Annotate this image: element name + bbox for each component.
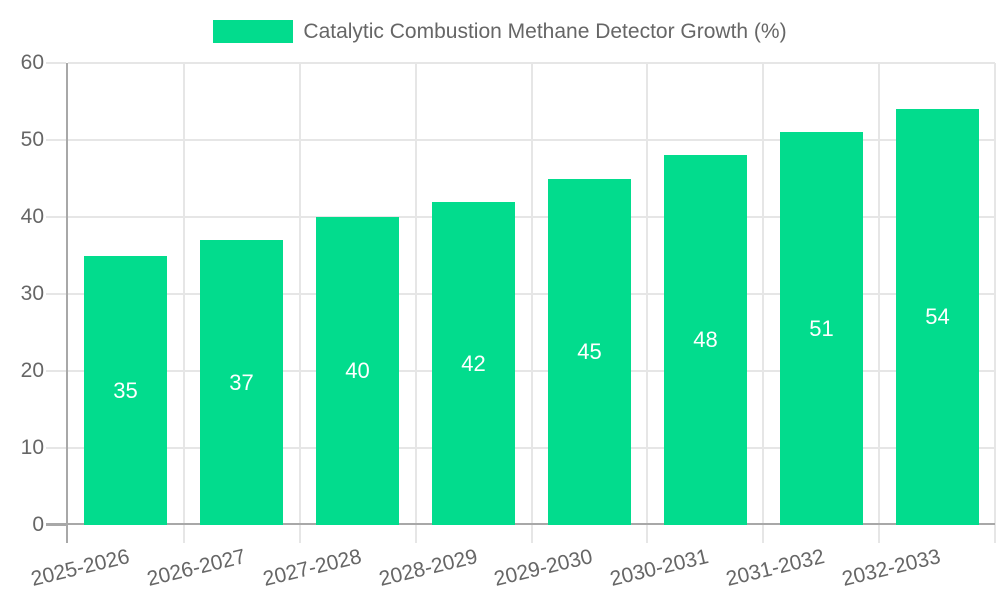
plot-area: 0 10 20 30 40 50 60 35 37 40 42 45 48 51 54 2025-2026 20… [21, 51, 996, 591]
x-gridline [299, 63, 301, 543]
bar-2025-2026[interactable] [84, 256, 167, 525]
x-gridline [994, 63, 996, 543]
y-axis-tick [46, 293, 66, 295]
bar-2031-2032[interactable] [780, 132, 863, 525]
y-axis-tick [46, 62, 66, 64]
legend-item[interactable]: Catalytic Combustion Methane Detector Gr… [0, 20, 1000, 43]
x-axis-line [46, 523, 995, 525]
y-axis-tick [46, 139, 66, 141]
y-tick-label: 0 [32, 513, 44, 536]
y-tick-label: 40 [20, 205, 44, 228]
x-gridline [415, 63, 417, 543]
x-tick-label: 2027-2028 [260, 545, 364, 591]
y-tick-label: 30 [20, 282, 44, 305]
x-tick-label: 2031-2032 [723, 545, 827, 591]
x-tick-label: 2032-2033 [839, 545, 943, 591]
bar-2032-2033[interactable] [896, 109, 979, 525]
bar-2030-2031[interactable] [664, 155, 747, 525]
bar-2028-2029[interactable] [432, 202, 515, 525]
y-axis-tick [46, 447, 66, 449]
x-gridline [183, 63, 185, 543]
y-axis-tick [46, 370, 66, 372]
x-tick-label: 2029-2030 [491, 545, 595, 591]
y-axis-tick [46, 524, 66, 526]
x-tick-label: 2025-2026 [28, 545, 132, 591]
y-axis-tick [46, 216, 66, 218]
y-tick-label: 50 [20, 128, 44, 151]
x-tick-label: 2028-2029 [376, 545, 480, 591]
x-tick-label: 2030-2031 [607, 545, 711, 591]
x-gridline [646, 63, 648, 543]
bar-2027-2028[interactable] [316, 217, 399, 525]
x-gridline [762, 63, 764, 543]
y-tick-label: 20 [20, 359, 44, 382]
y-tick-label: 60 [20, 51, 44, 74]
y-tick-label: 10 [20, 436, 44, 459]
x-gridline [878, 63, 880, 543]
y-axis-line [66, 63, 68, 543]
x-tick-label: 2026-2027 [144, 545, 248, 591]
bar-2029-2030[interactable] [548, 179, 631, 525]
bar-2026-2027[interactable] [200, 240, 283, 525]
x-gridline [531, 63, 533, 543]
legend-swatch [213, 20, 294, 43]
legend-label: Catalytic Combustion Methane Detector Gr… [303, 20, 787, 43]
